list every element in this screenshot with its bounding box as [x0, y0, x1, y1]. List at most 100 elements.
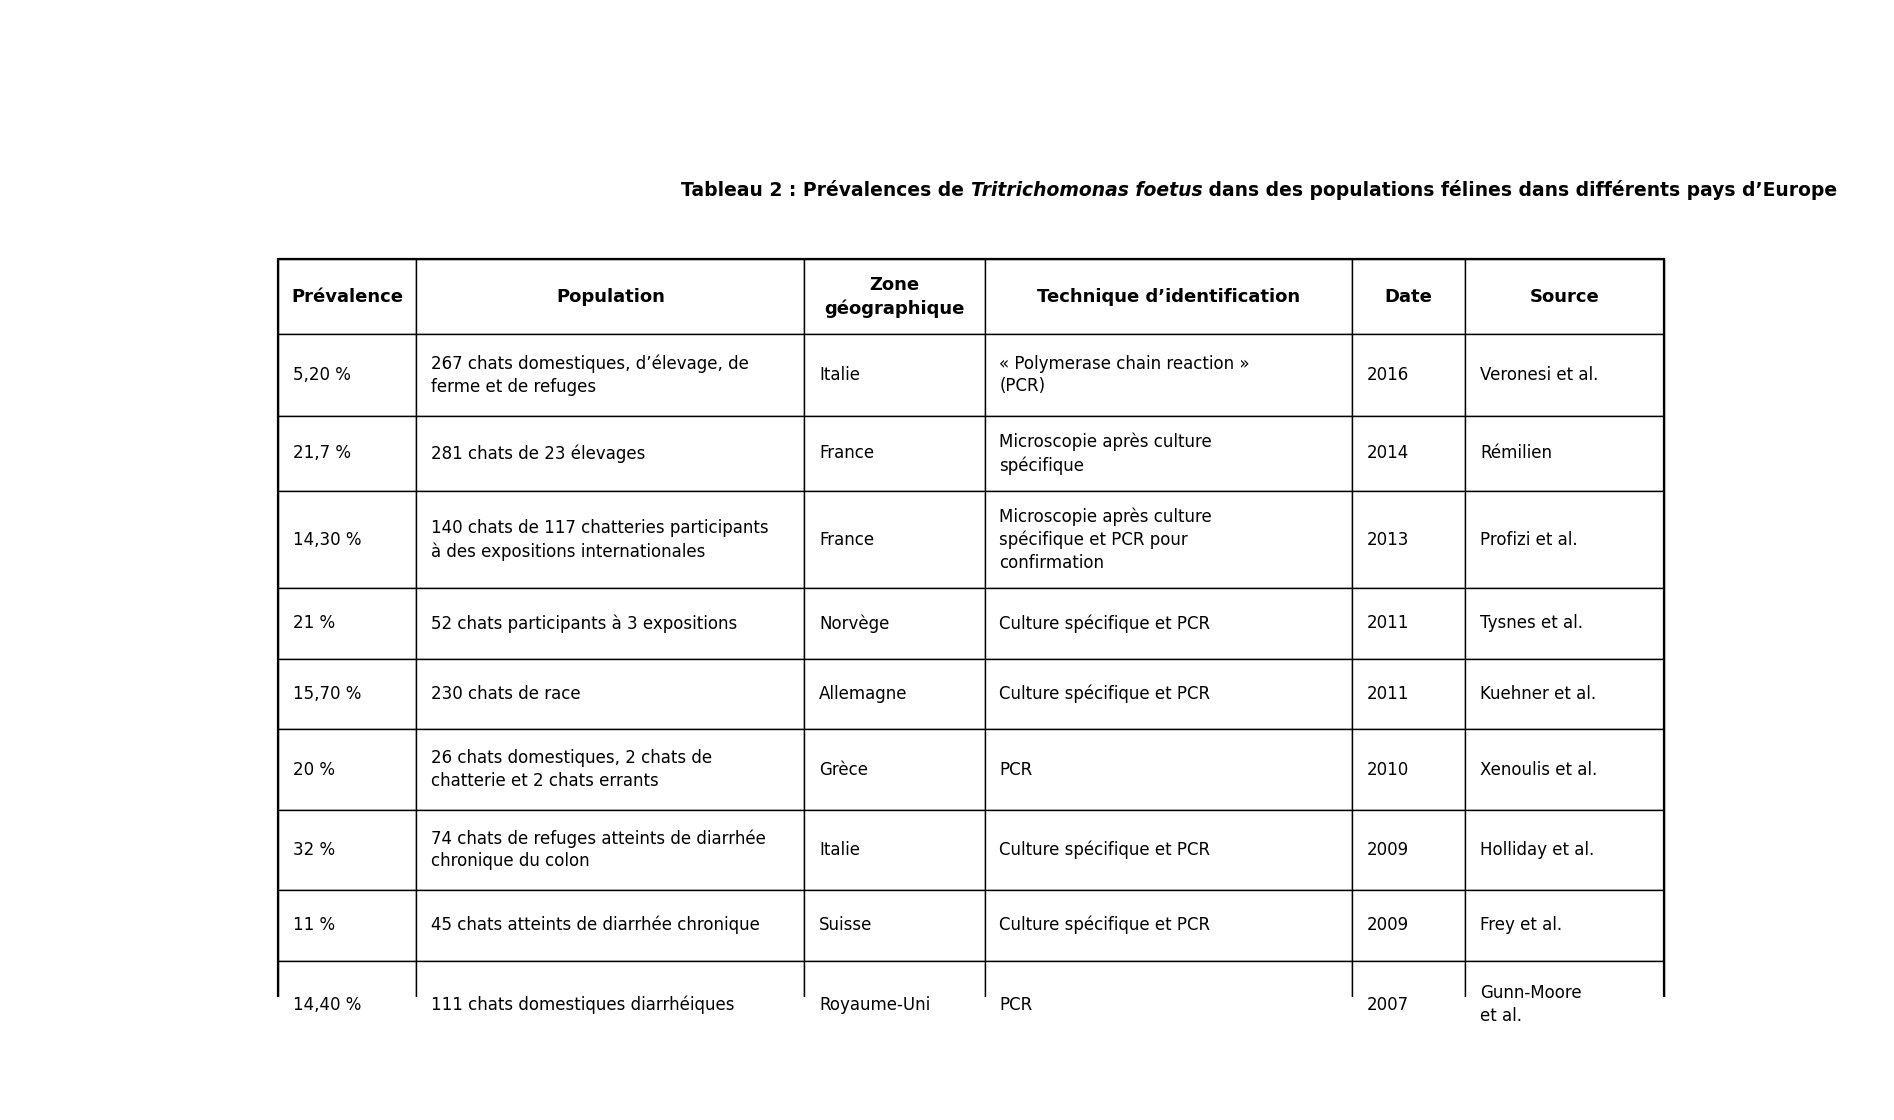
Bar [1466, 961, 1663, 1048]
Text: Gunn-Moore
et al.: Gunn-Moore et al. [1479, 984, 1581, 1025]
Text: 15,70 %: 15,70 % [292, 685, 362, 703]
Bar [1352, 890, 1466, 961]
Bar [805, 335, 985, 416]
Bar [1466, 810, 1663, 890]
Bar [417, 588, 805, 659]
Bar [985, 729, 1352, 810]
Bar [985, 492, 1352, 588]
Text: 2009: 2009 [1366, 841, 1409, 859]
Bar [1352, 659, 1466, 729]
Bar [278, 961, 417, 1048]
Bar [1352, 588, 1466, 659]
Text: Tableau 2 : Prévalences de: Tableau 2 : Prévalences de [682, 181, 970, 200]
Bar [1352, 260, 1466, 335]
Text: Source: Source [1530, 288, 1599, 306]
Bar [417, 890, 805, 961]
Bar [1352, 961, 1466, 1048]
Text: Holliday et al.: Holliday et al. [1479, 841, 1595, 859]
Bar [985, 588, 1352, 659]
Text: PCR: PCR [1000, 996, 1032, 1014]
Text: Grèce: Grèce [818, 760, 867, 778]
Bar [1352, 492, 1466, 588]
Bar [417, 961, 805, 1048]
Bar [278, 260, 417, 335]
Text: Culture spécifique et PCR: Culture spécifique et PCR [1000, 614, 1210, 633]
Text: France: France [818, 445, 875, 463]
Bar [1352, 416, 1466, 492]
Bar [805, 416, 985, 492]
Text: 14,40 %: 14,40 % [292, 996, 362, 1014]
Bar [278, 659, 417, 729]
Text: Suisse: Suisse [818, 916, 873, 934]
Text: Italie: Italie [818, 841, 860, 859]
Text: Culture spécifique et PCR: Culture spécifique et PCR [1000, 916, 1210, 934]
Bar [985, 416, 1352, 492]
Text: 2010: 2010 [1366, 760, 1409, 778]
Bar [1466, 260, 1663, 335]
Bar [417, 729, 805, 810]
Text: Microscopie après culture
spécifique et PCR pour
confirmation: Microscopie après culture spécifique et … [1000, 507, 1212, 572]
Bar [417, 335, 805, 416]
Text: 5,20 %: 5,20 % [292, 366, 350, 384]
Text: Date: Date [1385, 288, 1432, 306]
Bar [1466, 416, 1663, 492]
Text: Population: Population [557, 288, 665, 306]
Text: Kuehner et al.: Kuehner et al. [1479, 685, 1597, 703]
Text: Microscopie après culture
spécifique: Microscopie après culture spécifique [1000, 432, 1212, 475]
Bar [805, 492, 985, 588]
Bar [417, 416, 805, 492]
Bar [805, 260, 985, 335]
Text: Profizi et al.: Profizi et al. [1479, 531, 1578, 549]
Text: Tysnes et al.: Tysnes et al. [1479, 615, 1583, 633]
Bar [278, 729, 417, 810]
Bar [805, 588, 985, 659]
Bar [1352, 335, 1466, 416]
Bar [1466, 659, 1663, 729]
Text: 281 chats de 23 élevages: 281 chats de 23 élevages [432, 445, 646, 463]
Bar [278, 492, 417, 588]
Text: 20 %: 20 % [292, 760, 335, 778]
Bar [985, 659, 1352, 729]
Bar [805, 961, 985, 1048]
Text: 2011: 2011 [1366, 615, 1409, 633]
Text: 52 chats participants à 3 expositions: 52 chats participants à 3 expositions [432, 614, 737, 633]
Bar [278, 810, 417, 890]
Text: 14,30 %: 14,30 % [292, 531, 362, 549]
Bar [805, 810, 985, 890]
Text: Italie: Italie [818, 366, 860, 384]
Bar [1466, 890, 1663, 961]
Text: 140 chats de 117 chatteries participants
à des expositions internationales: 140 chats de 117 chatteries participants… [432, 519, 769, 560]
Text: PCR: PCR [1000, 760, 1032, 778]
Text: Frey et al.: Frey et al. [1479, 916, 1563, 934]
Bar [417, 659, 805, 729]
Bar [278, 588, 417, 659]
Text: Xenoulis et al.: Xenoulis et al. [1479, 760, 1597, 778]
Text: 2016: 2016 [1366, 366, 1409, 384]
Text: 32 %: 32 % [292, 841, 335, 859]
Bar [417, 810, 805, 890]
Bar [985, 961, 1352, 1048]
Text: Technique d’identification: Technique d’identification [1036, 288, 1299, 306]
Bar [805, 659, 985, 729]
Text: France: France [818, 531, 875, 549]
Text: Tritrichomonas foetus: Tritrichomonas foetus [970, 181, 1203, 200]
Text: 74 chats de refuges atteints de diarrhée
chronique du colon: 74 chats de refuges atteints de diarrhée… [432, 829, 765, 870]
Text: « Polymerase chain reaction »
(PCR): « Polymerase chain reaction » (PCR) [1000, 355, 1250, 395]
Text: 2009: 2009 [1366, 916, 1409, 934]
Bar [278, 335, 417, 416]
Text: 21 %: 21 % [292, 615, 335, 633]
Bar [278, 416, 417, 492]
Bar [417, 492, 805, 588]
Text: Rémilien: Rémilien [1479, 445, 1551, 463]
Text: dans des populations félines dans différents pays d’Europe: dans des populations félines dans différ… [1203, 180, 1837, 200]
Bar [1466, 492, 1663, 588]
Bar [1466, 588, 1663, 659]
Bar [1466, 729, 1663, 810]
Text: Veronesi et al.: Veronesi et al. [1479, 366, 1599, 384]
Text: 45 chats atteints de diarrhée chronique: 45 chats atteints de diarrhée chronique [432, 916, 759, 934]
Text: Culture spécifique et PCR: Culture spécifique et PCR [1000, 684, 1210, 703]
Text: 111 chats domestiques diarrhéiques: 111 chats domestiques diarrhéiques [432, 996, 735, 1014]
Bar [278, 890, 417, 961]
Bar [985, 890, 1352, 961]
Bar [985, 335, 1352, 416]
